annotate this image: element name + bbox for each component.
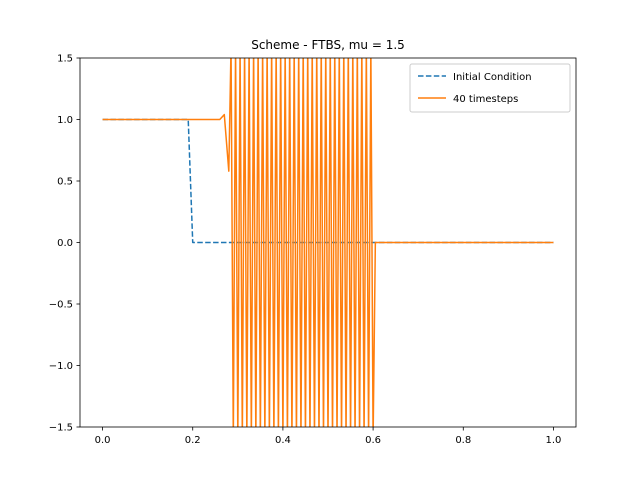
x-tick-label: 0.4 <box>275 435 291 446</box>
chart-title: Scheme - FTBS, mu = 1.5 <box>251 38 405 52</box>
series-line-40-timesteps <box>102 58 554 427</box>
legend: Initial Condition 40 timesteps <box>409 63 571 113</box>
y-tick-label: −1.5 <box>49 423 73 434</box>
legend-label-initial-condition: Initial Condition <box>453 72 532 83</box>
x-tick-label: 1.0 <box>546 435 562 446</box>
y-axis: −1.5 −1.0 −0.5 0.0 0.5 1.0 1.5 <box>49 54 80 434</box>
plot-area <box>102 58 554 427</box>
x-axis: 0.0 0.2 0.4 0.6 0.8 1.0 <box>95 427 562 446</box>
legend-label-40-timesteps: 40 timesteps <box>453 94 518 105</box>
y-tick-label: −1.0 <box>49 361 73 372</box>
y-tick-label: 1.0 <box>57 115 73 126</box>
x-tick-label: 0.2 <box>185 435 201 446</box>
y-tick-label: 1.5 <box>57 54 73 65</box>
legend-box <box>409 63 571 113</box>
x-tick-label: 0.0 <box>95 435 111 446</box>
x-tick-label: 0.8 <box>455 435 471 446</box>
y-tick-label: −0.5 <box>49 300 73 311</box>
y-tick-label: 0.5 <box>57 177 73 188</box>
y-tick-label: 0.0 <box>57 238 73 249</box>
x-tick-label: 0.6 <box>365 435 381 446</box>
